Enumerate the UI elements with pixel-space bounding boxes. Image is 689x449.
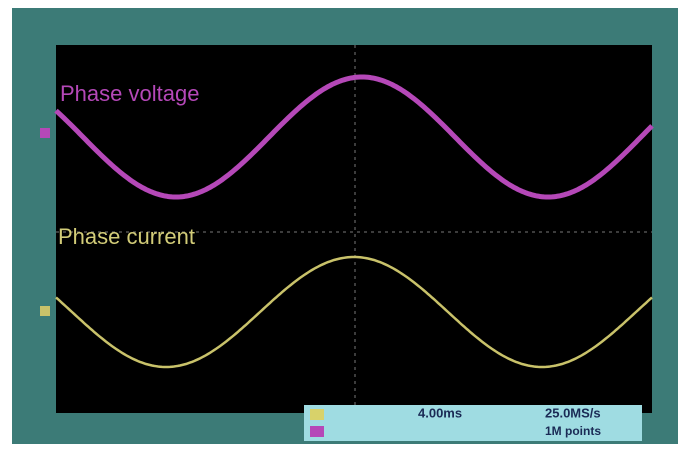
timebase: 4.00ms	[418, 405, 462, 420]
channel-marker	[40, 306, 50, 316]
trace-label: Phase current	[58, 224, 195, 249]
sample-rate: 25.0MS/s	[545, 405, 601, 420]
channel-swatch	[310, 426, 324, 437]
oscilloscope-screenshot: Phase voltage Phase current 4.00ms 25.0M…	[0, 0, 689, 449]
trace-label: Phase voltage	[60, 81, 199, 106]
channel-swatch	[310, 409, 324, 420]
record-length: 1M points	[545, 424, 601, 438]
channel-marker	[40, 128, 50, 138]
